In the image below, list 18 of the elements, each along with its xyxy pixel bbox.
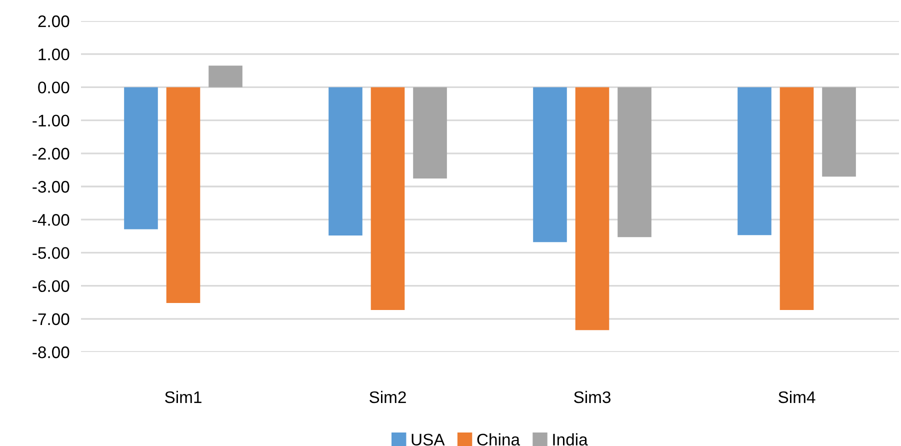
y-tick-label: -5.00 (32, 247, 70, 259)
y-tick-label: -2.00 (32, 148, 70, 160)
y-tick-label: 2.00 (38, 15, 70, 28)
y-tick-label: 1.00 (38, 48, 70, 60)
legend-label: USA (412, 434, 445, 446)
y-tick-label: -1.00 (32, 114, 70, 127)
legend-label: China (477, 433, 520, 446)
y-tick-label: -4.00 (32, 214, 70, 226)
legend-label: India (553, 433, 588, 446)
y-tick-label: -8.00 (32, 346, 70, 358)
x-tick-label: Sim4 (778, 390, 816, 404)
y-tick-label: -6.00 (32, 280, 70, 292)
x-tick-label: Sim2 (370, 390, 406, 404)
y-tick-label: -3.00 (32, 180, 70, 193)
x-tick-label: Sim1 (165, 390, 202, 404)
y-tick-label: 0.00 (38, 82, 70, 94)
x-tick-label: Sim3 (574, 390, 611, 404)
y-tick-label: -7.00 (32, 313, 70, 326)
